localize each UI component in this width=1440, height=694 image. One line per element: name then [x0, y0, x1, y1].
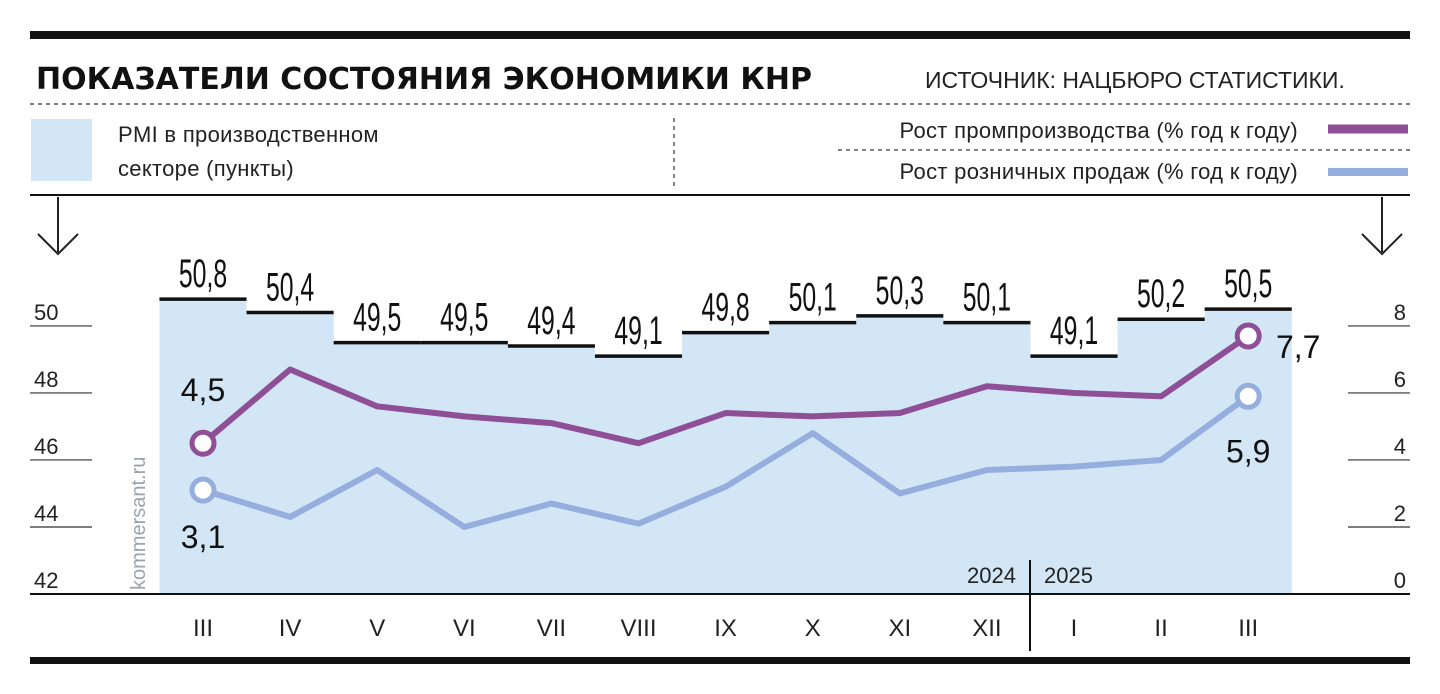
- month-label-5: VIII: [620, 615, 656, 642]
- right-tick-label-0: 0: [1394, 568, 1406, 593]
- retail-legend-label: Рост розничных продаж (% год к году): [900, 159, 1298, 184]
- industrial-first-value: 4,5: [181, 372, 225, 408]
- retail-last-value: 5,9: [1226, 433, 1270, 469]
- pmi-value-label-12: 50,5: [1224, 262, 1272, 306]
- right-tick-label-3: 6: [1394, 367, 1406, 392]
- left-tick-label-0: 42: [34, 568, 58, 593]
- pmi-value-label-0: 50,8: [179, 252, 227, 296]
- year-label-0: 2024: [967, 563, 1016, 588]
- right-tick-label-1: 2: [1394, 501, 1406, 526]
- month-label-7: X: [805, 615, 821, 642]
- pmi-area-layer: [159, 299, 1292, 594]
- pmi-value-label-11: 50,2: [1137, 272, 1185, 316]
- page-title: ПОКАЗАТЕЛИ СОСТОЯНИЯ ЭКОНОМИКИ КНР: [36, 62, 812, 97]
- industrial-last-value: 7,7: [1276, 329, 1320, 365]
- pmi-value-label-5: 49,1: [614, 309, 662, 353]
- left-axis-arrow-icon: [37, 197, 79, 256]
- watermark: kommersant.ru: [128, 457, 150, 590]
- pmi-value-label-10: 49,1: [1050, 309, 1098, 353]
- month-label-11: II: [1154, 615, 1167, 642]
- pmi-value-label-3: 49,5: [440, 296, 488, 340]
- industrial-endpoint-0: [189, 429, 217, 457]
- left-tick-label-4: 50: [34, 300, 58, 325]
- month-label-8: XI: [888, 615, 911, 642]
- month-label-6: IX: [714, 615, 737, 642]
- month-label-4: VII: [537, 615, 566, 642]
- month-label-1: IV: [279, 615, 302, 642]
- pmi-legend-line1: PMI в производственном: [118, 122, 379, 147]
- pmi-value-label-6: 49,8: [701, 286, 749, 330]
- left-tick-label-3: 48: [34, 367, 58, 392]
- series-lines-layer: [189, 322, 1262, 530]
- industrial-legend-label: Рост промпроизводства (% год к году): [899, 118, 1298, 143]
- pmi-area: [159, 299, 1292, 594]
- right-axis-arrow-icon: [1361, 197, 1403, 256]
- top-rule: [30, 31, 1410, 39]
- month-label-12: III: [1238, 615, 1258, 642]
- pmi-value-label-1: 50,4: [266, 266, 314, 310]
- pmi-value-label-2: 49,5: [353, 296, 401, 340]
- source-note: ИСТОЧНИК: НАЦБЮРО СТАТИСТИКИ.: [925, 67, 1345, 93]
- right-tick-label-2: 4: [1394, 434, 1406, 459]
- labels-layer: 50,8 50,4 49,5 49,5 49,4 49,1 49,8 50,1 50,3 50,1…: [179, 252, 1321, 642]
- month-label-0: III: [193, 615, 213, 642]
- left-tick-label-2: 46: [34, 434, 58, 459]
- retail-endpoint-0: [189, 476, 217, 504]
- pmi-value-label-7: 50,1: [789, 276, 837, 320]
- pmi-legend-line2: секторе (пункты): [118, 156, 294, 181]
- month-label-3: VI: [453, 615, 476, 642]
- month-label-2: V: [369, 615, 385, 642]
- pmi-step-layer: [159, 297, 1292, 358]
- bottom-rule: [30, 657, 1410, 664]
- pmi-value-label-4: 49,4: [527, 299, 575, 343]
- pmi-value-label-9: 50,1: [963, 276, 1011, 320]
- retail-endpoint-12: [1234, 382, 1262, 410]
- pmi-legend-swatch: [31, 119, 92, 181]
- left-tick-label-1: 44: [34, 501, 58, 526]
- month-label-9: XII: [972, 615, 1001, 642]
- right-tick-label-4: 8: [1394, 300, 1406, 325]
- retail-first-value: 3,1: [181, 519, 225, 555]
- month-label-10: I: [1071, 615, 1078, 642]
- year-label-1: 2025: [1044, 563, 1093, 588]
- industrial-endpoint-12: [1234, 322, 1262, 350]
- pmi-value-label-8: 50,3: [876, 269, 924, 313]
